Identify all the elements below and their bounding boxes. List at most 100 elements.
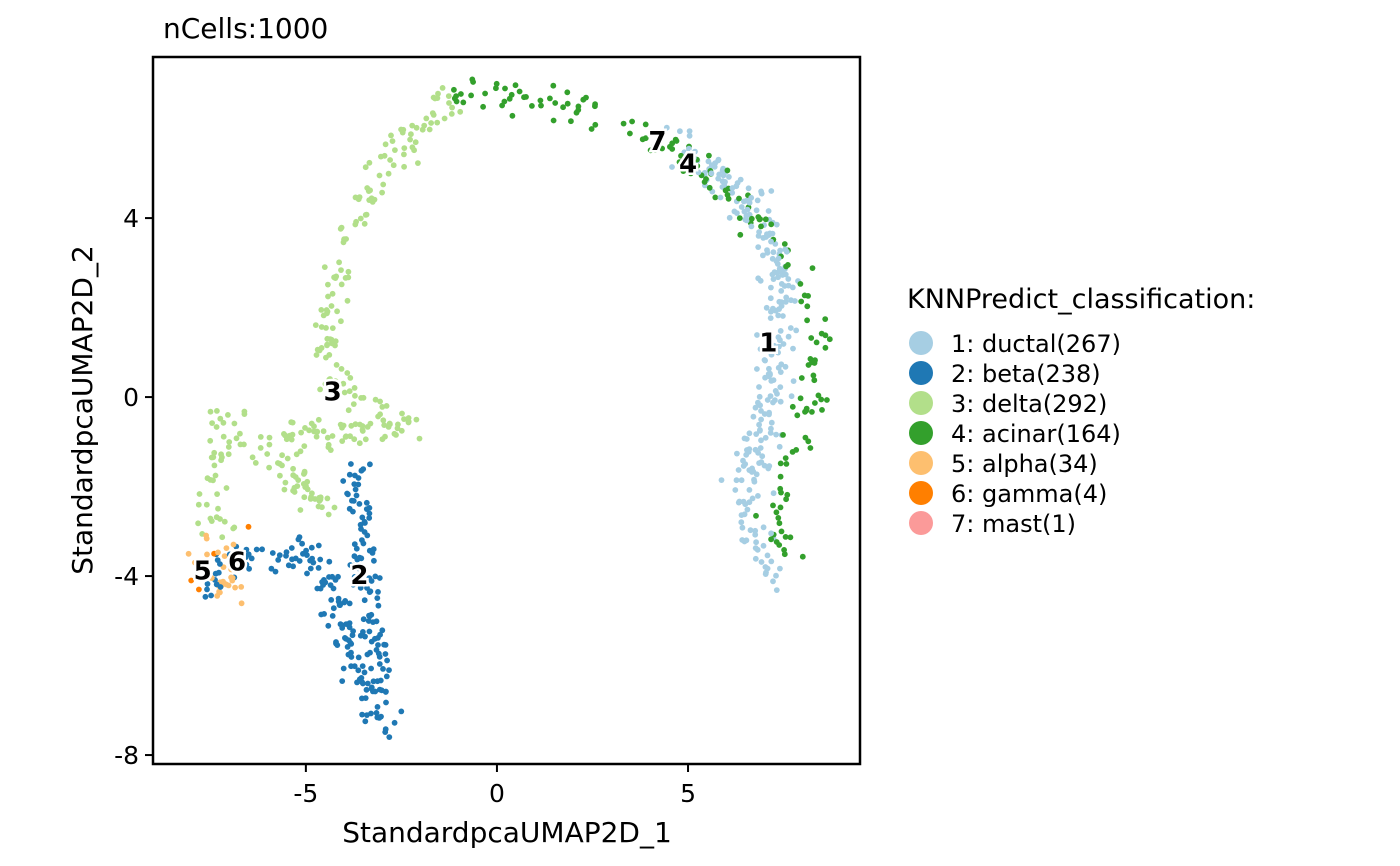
point-cluster-2 — [366, 589, 373, 595]
point-cluster-4 — [703, 176, 709, 182]
point-cluster-6 — [196, 586, 202, 593]
point-cluster-3 — [401, 416, 407, 422]
point-cluster-1 — [776, 306, 782, 312]
point-cluster-2 — [276, 552, 283, 559]
point-cluster-4 — [757, 216, 763, 223]
point-cluster-4 — [812, 400, 818, 406]
point-cluster-5 — [192, 559, 198, 566]
point-cluster-1 — [778, 288, 785, 294]
point-cluster-1 — [775, 364, 782, 371]
point-cluster-3 — [390, 162, 397, 169]
point-cluster-3 — [291, 489, 298, 495]
point-cluster-1 — [736, 498, 743, 505]
point-cluster-4 — [804, 317, 810, 324]
point-cluster-2 — [307, 565, 314, 572]
point-cluster-2 — [380, 666, 386, 672]
point-cluster-1 — [746, 446, 753, 452]
point-cluster-4 — [736, 195, 742, 202]
point-cluster-1 — [764, 231, 770, 238]
point-cluster-3 — [446, 100, 452, 106]
point-cluster-1 — [705, 158, 712, 165]
point-cluster-3 — [432, 95, 438, 102]
point-cluster-1 — [747, 527, 754, 534]
point-cluster-3 — [340, 422, 347, 429]
point-cluster-3 — [351, 385, 358, 391]
legend-label-6: 6: gamma(4) — [951, 480, 1107, 508]
point-cluster-4 — [516, 88, 523, 95]
cluster-labels: 1 2 3 4 5 6 7 — [191, 125, 780, 594]
point-cluster-4 — [537, 97, 544, 104]
point-cluster-4 — [502, 85, 508, 92]
point-cluster-3 — [264, 451, 271, 457]
point-cluster-4 — [480, 103, 486, 110]
point-cluster-3 — [252, 460, 259, 466]
point-cluster-3 — [301, 470, 308, 476]
point-cluster-2 — [315, 565, 322, 571]
point-cluster-1 — [770, 305, 776, 312]
point-cluster-1 — [686, 132, 693, 139]
point-cluster-2 — [208, 592, 215, 599]
point-cluster-3 — [279, 452, 285, 459]
point-cluster-4 — [669, 146, 676, 152]
point-cluster-2 — [360, 564, 366, 571]
point-cluster-3 — [428, 120, 434, 126]
point-cluster-2 — [382, 651, 389, 657]
point-cluster-4 — [682, 160, 689, 166]
point-cluster-1 — [753, 207, 760, 214]
point-cluster-3 — [322, 381, 329, 387]
point-cluster-4 — [826, 336, 833, 343]
point-cluster-3 — [288, 436, 295, 443]
point-cluster-3 — [387, 157, 393, 163]
point-cluster-2 — [354, 679, 360, 686]
point-cluster-3 — [416, 435, 423, 442]
point-cluster-1 — [762, 434, 769, 441]
point-cluster-3 — [448, 111, 455, 117]
point-cluster-3 — [324, 308, 331, 315]
point-cluster-1 — [756, 460, 762, 466]
point-cluster-2 — [376, 575, 383, 581]
point-cluster-4 — [706, 184, 713, 191]
point-cluster-4 — [588, 126, 595, 132]
point-cluster-2 — [348, 461, 354, 467]
point-cluster-2 — [318, 611, 325, 618]
point-cluster-3 — [336, 259, 342, 266]
point-cluster-3 — [361, 220, 368, 227]
point-cluster-3 — [348, 422, 355, 429]
point-cluster-3 — [210, 477, 216, 484]
point-cluster-4 — [451, 95, 458, 102]
point-cluster-4 — [818, 330, 825, 337]
point-cluster-1 — [754, 197, 761, 204]
point-cluster-4 — [768, 536, 774, 543]
point-cluster-1 — [785, 282, 792, 289]
point-cluster-3 — [356, 440, 363, 447]
point-cluster-3 — [277, 472, 283, 479]
point-cluster-2 — [368, 665, 374, 672]
point-cluster-1 — [785, 333, 792, 340]
point-cluster-4 — [509, 112, 516, 119]
point-cluster-3 — [329, 290, 336, 297]
point-cluster-2 — [360, 540, 367, 547]
point-cluster-3 — [351, 436, 358, 443]
point-cluster-3 — [315, 416, 322, 423]
point-cluster-2 — [376, 661, 383, 667]
point-cluster-3 — [371, 196, 378, 203]
point-cluster-4 — [805, 438, 812, 445]
point-cluster-4 — [560, 104, 566, 111]
point-cluster-1 — [717, 194, 724, 201]
point-cluster-1 — [738, 204, 745, 210]
point-cluster-1 — [749, 469, 755, 475]
point-cluster-3 — [445, 93, 452, 99]
point-cluster-1 — [766, 373, 772, 380]
point-cluster-1 — [766, 409, 772, 416]
point-cluster-4 — [753, 512, 759, 519]
point-cluster-2 — [243, 546, 250, 553]
point-cluster-2 — [346, 600, 353, 607]
point-cluster-4 — [694, 163, 701, 169]
point-cluster-4 — [789, 403, 796, 410]
cluster-label-4: 4 — [679, 149, 697, 179]
legend-key-4 — [909, 421, 933, 445]
point-cluster-2 — [366, 628, 373, 635]
point-cluster-4 — [647, 147, 654, 154]
point-cluster-3 — [334, 308, 340, 315]
point-cluster-4 — [811, 377, 818, 384]
